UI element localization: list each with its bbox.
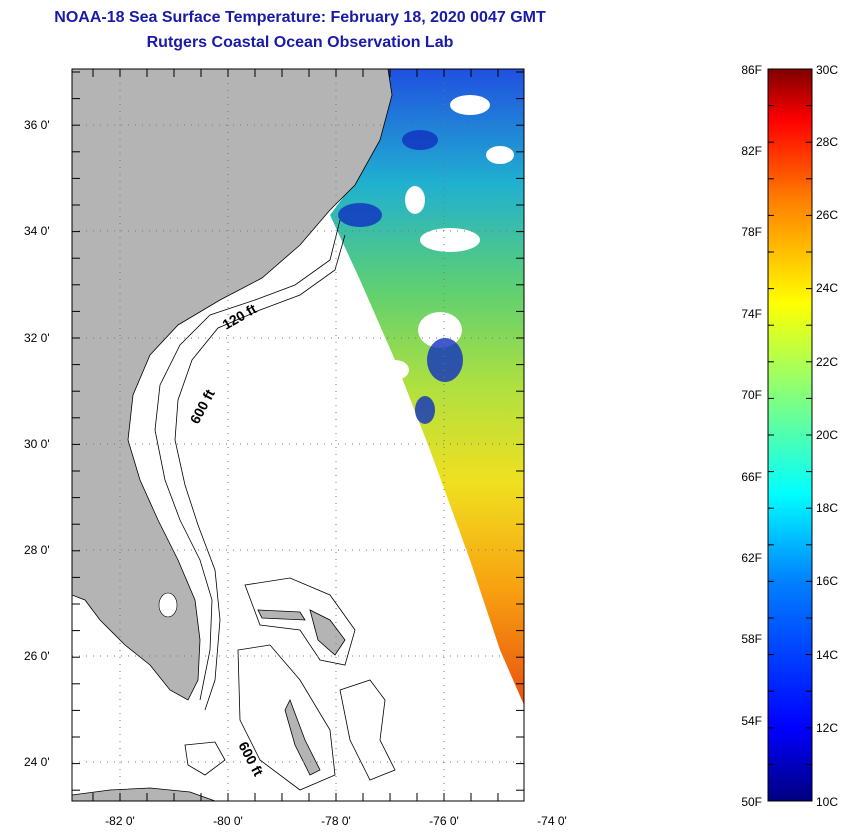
c-label: 30C (816, 63, 838, 77)
lon-label: -78 0' (321, 814, 351, 828)
sst-swath (330, 69, 524, 705)
f-label: 78F (741, 225, 762, 239)
lon-label: -80 0' (213, 814, 243, 828)
lat-label: 36 0' (24, 118, 50, 132)
map-subtitle: Rutgers Coastal Ocean Observation Lab (146, 34, 454, 51)
contour-600ft (174, 234, 346, 711)
axis-ticks (72, 69, 524, 801)
f-label: 70F (741, 388, 762, 402)
c-label: 12C (816, 721, 838, 735)
colorbar (767, 68, 813, 802)
lon-label: -74 0' (537, 814, 567, 828)
bahamas-contours (184, 577, 396, 791)
lat-label: 28 0' (24, 543, 50, 557)
lake (158, 592, 178, 618)
f-label: 62F (741, 551, 762, 565)
colorbar-ticks (768, 68, 812, 765)
lon-label: -76 0' (429, 814, 459, 828)
c-label: 20C (816, 428, 838, 442)
cold-patches (338, 130, 463, 424)
f-label: 82F (741, 144, 762, 158)
c-label: 24C (816, 281, 838, 295)
map-title: NOAA-18 Sea Surface Temperature: Februar… (54, 9, 546, 26)
cuba-landmass (72, 787, 216, 801)
f-label: 74F (741, 307, 762, 321)
c-label: 10C (816, 795, 838, 809)
longitude-labels: -82 0' -80 0' -78 0' -76 0' -74 0' (105, 814, 567, 828)
c-label: 18C (816, 501, 838, 515)
f-label: 86F (741, 63, 762, 77)
latitude-labels: 36 0' 34 0' 32 0' 30 0' 28 0' 26 0' 24 0… (24, 118, 50, 769)
fahrenheit-scale: 86F 82F 78F 74F 70F 66F 62F 58F 54F 50F (741, 63, 762, 809)
lat-label: 24 0' (24, 755, 50, 769)
lat-label: 30 0' (24, 437, 50, 451)
contour-120ft (154, 219, 341, 701)
f-label: 66F (741, 470, 762, 484)
c-label: 28C (816, 135, 838, 149)
map-frame (71, 68, 525, 802)
lat-label: 26 0' (24, 649, 50, 663)
c-label: 22C (816, 355, 838, 369)
celsius-scale: 30C 28C 26C 24C 22C 20C 18C 16C 14C 12C … (816, 63, 838, 809)
cloud-patches (381, 95, 514, 380)
c-label: 14C (816, 648, 838, 662)
us-landmass (72, 69, 393, 701)
f-label: 58F (741, 632, 762, 646)
c-label: 26C (816, 208, 838, 222)
graticule (72, 69, 524, 801)
f-label: 50F (741, 795, 762, 809)
c-label: 16C (816, 574, 838, 588)
lon-label: -82 0' (105, 814, 135, 828)
f-label: 54F (741, 714, 762, 728)
lat-label: 32 0' (24, 331, 50, 345)
lat-label: 34 0' (24, 224, 50, 238)
